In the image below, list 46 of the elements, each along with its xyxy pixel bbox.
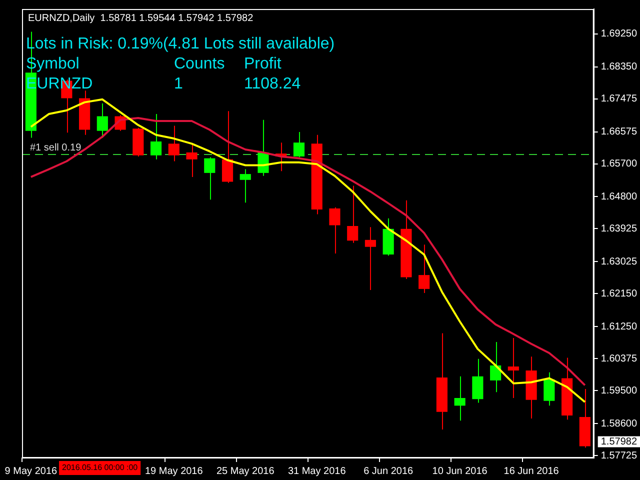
y-tick-label: 1.67475 [600, 94, 638, 105]
x-tick-label: 9 May 2016 [4, 466, 58, 477]
x-tick-label: 25 May 2016 [216, 466, 275, 477]
candlestick [454, 376, 466, 422]
candlestick [508, 337, 519, 398]
candlestick [168, 125, 180, 162]
x-tick-label: 19 May 2016 [144, 466, 204, 477]
annotation: Counts [174, 55, 225, 72]
annotation: Profit [244, 55, 282, 72]
annotation: 1 [174, 75, 183, 92]
y-tick-label: 1.66575 [600, 126, 638, 138]
chart-title: EURNZD,Daily 1.58781 1.59544 1.57942 1.57982 [28, 12, 254, 24]
y-tick-label: 1.58600 [600, 418, 638, 430]
candlestick [222, 110, 234, 184]
y-tick-label: 1.69250 [600, 28, 638, 40]
y-tick-label: 1.62150 [600, 288, 638, 300]
y-tick-label: 1.68350 [600, 62, 638, 73]
x-tick-label: 16 Jun 2016 [504, 466, 560, 477]
candlestick [204, 156, 216, 200]
candlestick [96, 102, 108, 138]
text: 1.57982 [600, 436, 638, 448]
candlestick [364, 226, 376, 291]
ref-line-label: #1 sell 0.19 [30, 142, 82, 154]
x-tick-label: 10 Jun 2016 [432, 466, 488, 477]
y-tick-label: 1.64800 [600, 191, 638, 202]
candlestick [240, 168, 251, 204]
annotation: 1108.24 [244, 75, 301, 92]
y-tick-label: 1.59500 [600, 385, 638, 396]
y-tick-label: 1.63925 [600, 223, 638, 234]
x-tick-label: 6 Jun 2016 [364, 466, 414, 477]
candlestick [329, 206, 340, 254]
y-tick-label: 1.60375 [600, 353, 638, 364]
candlestick [347, 185, 358, 244]
candlestick [544, 372, 555, 406]
y-tick-label: 1.65700 [600, 158, 638, 170]
x-tick-label: 31 May 2016 [288, 466, 346, 477]
candlestick [150, 114, 162, 160]
text: 2016.05.16 00:00 :00 [62, 463, 138, 472]
y-tick-label: 1.57725 [600, 450, 638, 462]
candlestick [418, 244, 430, 294]
y-tick-label: 1.61250 [600, 321, 638, 332]
y-tick-label: 1.63025 [600, 256, 638, 268]
candlestick [186, 144, 198, 178]
candlestick [490, 342, 502, 393]
candlestick [293, 131, 305, 158]
candlestick [472, 358, 484, 404]
